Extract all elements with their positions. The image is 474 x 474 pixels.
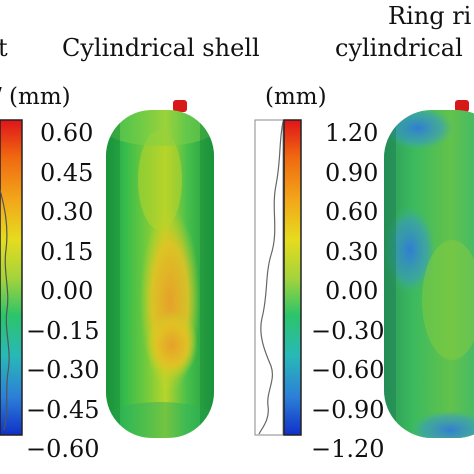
right-scale-tick: −0.30: [311, 317, 385, 345]
left-distribution-curve: [0, 189, 10, 431]
middle-unit-label: (mm): [265, 84, 327, 110]
right-scale-tick: 0.00: [325, 277, 379, 305]
ring-ribbed-title-line2: cylindrical: [335, 34, 463, 62]
left-scale-tick: −0.60: [26, 435, 100, 463]
left-scale-tick: 0.60: [40, 119, 94, 147]
left-scale-tick: −0.45: [26, 396, 100, 424]
right-scale-tick: −0.60: [311, 356, 385, 384]
left-panel-title-fragment: t: [0, 34, 8, 62]
middle-distribution-curve: [258, 121, 284, 435]
ring-top-cap: [455, 100, 469, 112]
middle-colorbar: [283, 119, 302, 436]
right-scale-tick: 1.20: [325, 119, 379, 147]
cylindrical-shell-model: [106, 100, 214, 438]
shell-top-cap: [173, 100, 187, 112]
ring-ribbed-shell-model: [384, 100, 474, 438]
right-scale-tick: −0.90: [311, 396, 385, 424]
right-scale-tick: 0.90: [325, 159, 379, 187]
left-scale-tick: −0.30: [26, 356, 100, 384]
left-unit-label: / (mm): [0, 84, 71, 110]
left-colorbar: [0, 119, 23, 436]
left-scale-tick: 0.15: [40, 238, 94, 266]
right-scale-tick: 0.30: [325, 238, 379, 266]
left-scale-tick: 0.45: [40, 159, 94, 187]
left-scale-tick: 0.30: [40, 198, 94, 226]
right-scale-tick: −1.20: [311, 435, 385, 463]
cylindrical-shell-title: Cylindrical shell: [62, 34, 260, 62]
left-scale-tick: −0.15: [26, 317, 100, 345]
ring-ribbed-title-line1: Ring ri: [388, 2, 472, 30]
left-scale-tick: 0.00: [40, 277, 94, 305]
right-scale-tick: 0.60: [325, 198, 379, 226]
